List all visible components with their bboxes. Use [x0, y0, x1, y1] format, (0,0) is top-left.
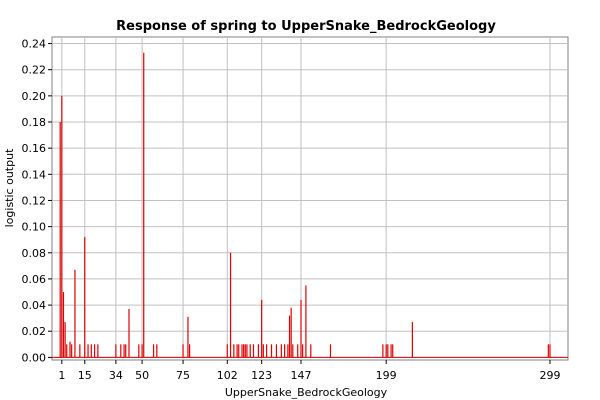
y-tick-label: 0.04	[22, 299, 47, 312]
x-tick-label: 75	[176, 369, 190, 382]
y-tick-label: 0.20	[22, 90, 47, 103]
x-tick-label: 299	[539, 369, 560, 382]
y-axis: 0.00 0.02 0.04 0.06 0.08 0.10 0.12 0.14 0.16 0.18…	[22, 38, 52, 364]
y-tick-label: 0.00	[22, 351, 47, 364]
y-tick-label: 0.06	[22, 273, 47, 286]
x-tick-label: 102	[217, 369, 238, 382]
x-tick-label: 1	[58, 369, 65, 382]
x-tick-label: 15	[78, 369, 92, 382]
y-tick-label: 0.08	[22, 247, 47, 260]
x-axis-label: UpperSnake_BedrockGeology	[225, 386, 388, 399]
x-tick-label: 123	[251, 369, 272, 382]
y-tick-label: 0.24	[22, 38, 47, 51]
y-tick-label: 0.14	[22, 168, 47, 181]
x-tick-label: 147	[290, 369, 311, 382]
bars	[52, 52, 568, 358]
y-tick-label: 0.02	[22, 325, 47, 338]
y-tick-label: 0.10	[22, 221, 47, 234]
x-axis: 1 15 34 50 75 102 123 147 199 299	[58, 360, 560, 382]
y-tick-label: 0.12	[22, 194, 47, 207]
y-tick-label: 0.16	[22, 142, 47, 155]
y-tick-label: 0.18	[22, 116, 47, 129]
x-tick-label: 199	[376, 369, 397, 382]
y-axis-label: logistic output	[3, 148, 16, 227]
x-tick-label: 50	[135, 369, 149, 382]
chart-title: Response of spring to UpperSnake_Bedrock…	[116, 19, 496, 34]
y-tick-label: 0.22	[22, 64, 47, 77]
x-tick-label: 34	[109, 369, 123, 382]
plot-area	[51, 36, 569, 361]
